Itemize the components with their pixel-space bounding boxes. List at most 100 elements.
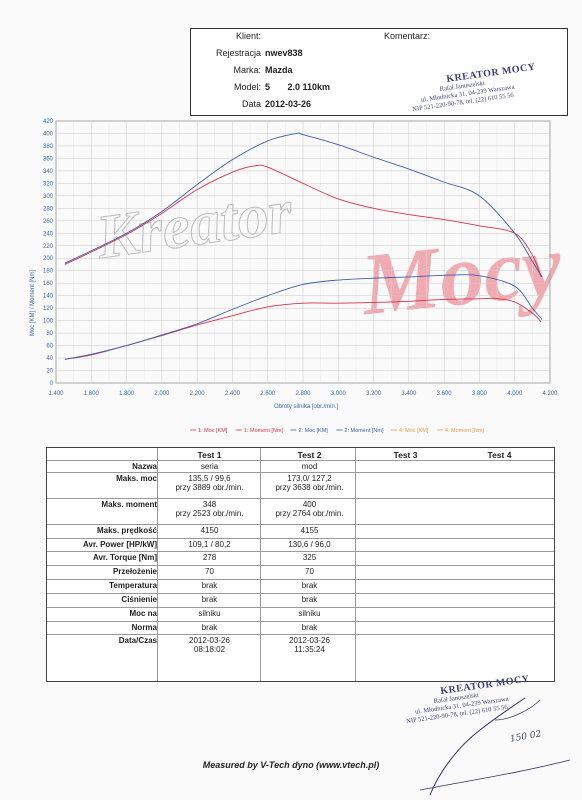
y-tick-label: 120 [43, 306, 54, 312]
y-tick-label: 420 [43, 119, 54, 125]
column-header-test-3: Test 3 [393, 450, 418, 460]
y-tick-label: 260 [43, 219, 54, 225]
y-tick-label: 400 [43, 131, 54, 137]
series-line-4 [64, 132, 543, 278]
y-tick-label: 380 [43, 144, 54, 150]
dyno-chart: Kreator Mocy 1.400 1.600 1.800 2.000 2.200 2.4… [30, 119, 567, 434]
x-tick-label: 3.600 [437, 391, 453, 397]
model-value: 5 2.0 110km [265, 82, 331, 92]
cell-test-1: 278 [157, 553, 262, 562]
cell-test-2: silniku [257, 609, 362, 618]
cell-line: brak [201, 595, 218, 604]
legend-entry: 2: Moc [KM] [299, 428, 329, 434]
y-tick-label: 220 [43, 244, 54, 250]
cell-line: przy 3889 obr./min. [175, 483, 244, 492]
cell-test-1: 70 [157, 567, 262, 576]
y-tick-label: 340 [43, 169, 54, 175]
vehicle-info-box: Klient: Rejestracja nwev838 Marka: Mazda… [190, 28, 382, 116]
row-divider [47, 607, 554, 608]
y-tick-label: 100 [43, 319, 54, 325]
column-header-test-2: Test 2 [297, 450, 322, 460]
row-label: Avr. Torque [Nm] [92, 553, 157, 562]
chart-ticks: 1.400 1.600 1.800 2.000 2.200 2.400 2.600 2.800… [43, 119, 558, 397]
row-label: Maks. moment [101, 500, 157, 509]
cell-line: 2012-03-26 [189, 636, 230, 645]
cell-test-2: 400 przy 2764 obr./min. [257, 500, 362, 518]
x-tick-label: 3.800 [472, 391, 488, 397]
cell-line: 173,0/ 127,2 [287, 474, 332, 483]
cell-line: 4150 [200, 526, 219, 535]
cell-test-2: brak [257, 623, 362, 632]
legend-entry: 2: Moment [Nm] [344, 428, 384, 434]
y-axis-label: Moc [KM] / Moment [Nm] [30, 269, 36, 336]
chart-series [64, 132, 543, 360]
y-tick-label: 0 [50, 381, 54, 387]
cell-test-1: 348 przy 2523 obr./min. [157, 500, 262, 518]
y-tick-label: 280 [43, 206, 54, 212]
row-label: Data/Czas [118, 636, 157, 645]
cell-line: 70 [205, 567, 214, 576]
x-axis-label: Obroty silnika [obr./min.] [274, 404, 339, 410]
y-tick-label: 320 [43, 181, 54, 187]
column-header-test-4: Test 4 [487, 450, 512, 460]
row-label: Norma [131, 623, 157, 632]
cell-test-2: 325 [257, 553, 362, 562]
row-divider [47, 593, 554, 594]
client-label: Klient: [235, 31, 261, 41]
row-label: Nazwa [132, 462, 157, 471]
column-divider [157, 448, 158, 681]
cell-test-1: brak [157, 623, 262, 632]
cell-line: 109,1 / 80,2 [188, 540, 231, 549]
cell-line: przy 3638 obr./min. [275, 483, 344, 492]
cell-line: 2012-03-26 [289, 636, 330, 645]
cell-test-1: brak [157, 581, 262, 590]
row-divider [47, 621, 554, 622]
cell-line: przy 2764 obr./min. [275, 509, 344, 518]
x-tick-label: 2.200 [190, 391, 206, 397]
cell-line: brak [301, 595, 318, 604]
x-tick-label: 2.400 [225, 391, 241, 397]
cell-test-1: 109,1 / 80,2 [157, 540, 262, 549]
column-header-test-1: Test 1 [197, 450, 222, 460]
model-label: Model: [233, 82, 261, 92]
row-divider [47, 579, 554, 580]
cell-line: brak [201, 581, 218, 590]
cell-line: silniku [198, 609, 221, 618]
series-line-2 [64, 164, 542, 278]
comment-box: Komentarz: [380, 28, 568, 116]
y-tick-label: 200 [43, 256, 54, 262]
cell-line: brak [301, 623, 318, 632]
cell-test-1: brak [157, 595, 262, 604]
cell-line: 325 [302, 553, 317, 562]
row-divider [47, 460, 554, 461]
y-tick-label: 80 [46, 331, 53, 337]
x-tick-label: 2.800 [295, 391, 311, 397]
date-label: Data [241, 99, 261, 109]
cell-line: 11:35:24 [294, 645, 325, 654]
cell-test-1: 135,5 / 99,6 przy 3889 obr./min. [157, 474, 262, 492]
cell-line: 278 [202, 553, 217, 562]
row-divider [47, 565, 554, 566]
cell-test-1: seria [157, 462, 262, 471]
legend-entry: 4: Moment [Nm] [445, 428, 485, 434]
cell-test-2: brak [257, 581, 362, 590]
row-label: Ciśnienie [121, 595, 157, 604]
chart-legend: 1: Moc [KM] 1: Moment [Nm] 2: Moc [KM] 2: M… [190, 428, 484, 434]
cell-line: mod [301, 462, 318, 471]
y-tick-label: 160 [43, 281, 54, 287]
x-tick-label: 2.600 [260, 391, 276, 397]
cell-test-1: 2012-03-26 08:18:02 [157, 636, 262, 654]
watermark: Kreator Mocy [91, 177, 567, 335]
x-tick-label: 1.600 [84, 391, 100, 397]
row-label: Przełożenie [112, 567, 157, 576]
row-divider [47, 524, 554, 525]
x-tick-label: 3.400 [401, 391, 417, 397]
cell-test-2: 4155 [257, 526, 362, 535]
row-divider [47, 538, 554, 539]
cell-test-2: 130,6 / 96,0 [257, 540, 362, 549]
registration-value: nwev838 [265, 48, 303, 58]
x-tick-label: 3.000 [331, 391, 347, 397]
cell-line: 4155 [300, 526, 319, 535]
cell-line: brak [301, 581, 318, 590]
x-tick-label: 1.400 [48, 391, 64, 397]
